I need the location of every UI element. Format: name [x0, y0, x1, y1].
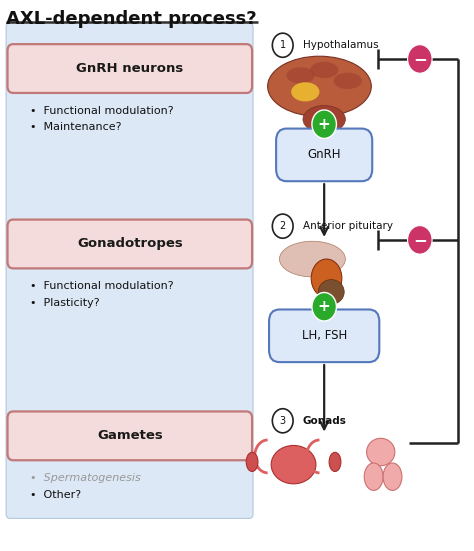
Text: GnRH neurons: GnRH neurons [76, 62, 183, 75]
Ellipse shape [366, 439, 395, 466]
Text: 1: 1 [280, 40, 286, 50]
Circle shape [408, 45, 432, 73]
Text: −: − [413, 231, 427, 249]
Ellipse shape [291, 82, 319, 101]
Text: LH, FSH: LH, FSH [301, 329, 347, 342]
Ellipse shape [271, 445, 316, 484]
Ellipse shape [303, 106, 346, 133]
Text: Anterior pituitary: Anterior pituitary [303, 221, 393, 231]
FancyBboxPatch shape [8, 44, 252, 93]
Circle shape [408, 225, 432, 254]
Text: 2: 2 [280, 221, 286, 231]
Text: GnRH: GnRH [308, 148, 341, 161]
Text: +: + [318, 117, 330, 132]
Circle shape [273, 409, 293, 433]
Text: Hypothalamus: Hypothalamus [303, 40, 379, 50]
Ellipse shape [383, 463, 402, 490]
Ellipse shape [364, 463, 383, 490]
Text: Gonads: Gonads [303, 416, 347, 426]
Text: Gonadotropes: Gonadotropes [77, 237, 182, 251]
Text: −: − [413, 50, 427, 68]
Circle shape [312, 293, 337, 321]
Circle shape [273, 214, 293, 238]
Ellipse shape [310, 62, 338, 78]
Text: •  Spermatogenesis: • Spermatogenesis [30, 473, 140, 483]
Text: 3: 3 [280, 416, 286, 426]
Ellipse shape [311, 259, 342, 298]
Text: •  Plasticity?: • Plasticity? [30, 298, 99, 308]
Text: +: + [318, 299, 330, 314]
Ellipse shape [268, 56, 371, 116]
Ellipse shape [286, 67, 315, 84]
Ellipse shape [334, 73, 362, 89]
Ellipse shape [318, 279, 344, 304]
Text: •  Other?: • Other? [30, 490, 81, 500]
FancyBboxPatch shape [8, 220, 252, 268]
Text: •  Functional modulation?: • Functional modulation? [30, 106, 173, 116]
FancyBboxPatch shape [276, 128, 372, 181]
Circle shape [312, 110, 337, 138]
Ellipse shape [246, 452, 258, 472]
Ellipse shape [279, 241, 346, 277]
FancyBboxPatch shape [6, 23, 253, 518]
Circle shape [273, 33, 293, 57]
Text: •  Maintenance?: • Maintenance? [30, 122, 121, 132]
Ellipse shape [329, 452, 341, 472]
FancyBboxPatch shape [8, 412, 252, 460]
Text: •  Functional modulation?: • Functional modulation? [30, 282, 173, 291]
FancyBboxPatch shape [269, 310, 379, 362]
Text: Gametes: Gametes [97, 429, 163, 442]
Text: AXL-dependent process?: AXL-dependent process? [6, 9, 257, 28]
